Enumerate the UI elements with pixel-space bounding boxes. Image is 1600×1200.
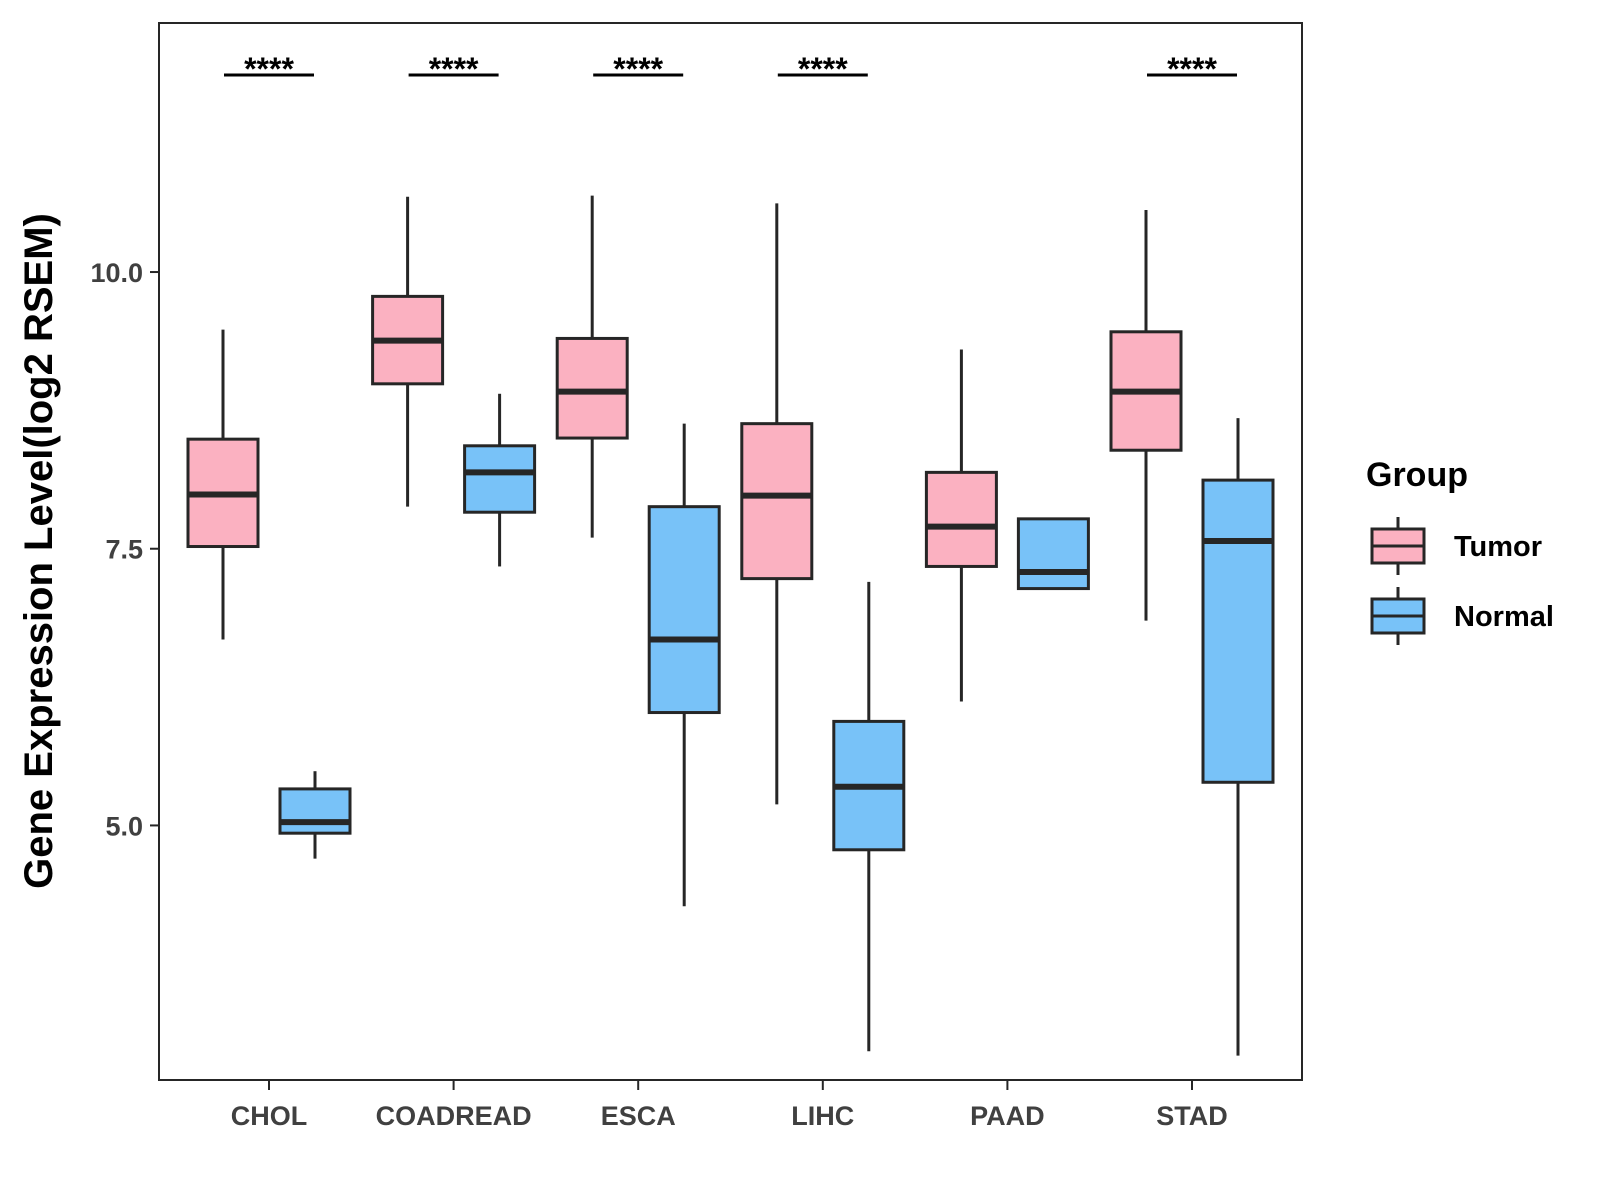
y-tick-label: 7.5 (105, 535, 143, 565)
significance-label: **** (1167, 51, 1217, 87)
normal-box-lihc (832, 581, 906, 1052)
x-tick-label: CHOL (231, 1101, 308, 1131)
legend-title: Group (1366, 456, 1468, 494)
box-iqr (1201, 478, 1275, 784)
significance-coadread: **** (408, 51, 499, 87)
significance-lihc: **** (777, 51, 868, 87)
box-iqr (924, 470, 998, 568)
box-iqr (740, 422, 814, 581)
significance-layer: **** **** **** **** **** (224, 51, 1237, 87)
tumor-box-paad (924, 349, 998, 702)
y-tick-label: 10.0 (90, 258, 143, 288)
normal-box-coadread (463, 393, 537, 567)
x-tick-label: LIHC (791, 1101, 854, 1131)
box-iqr (1016, 517, 1090, 591)
y-tick-label: 5.0 (105, 811, 143, 841)
significance-chol: **** (224, 51, 314, 87)
x-tick-label: COADREAD (376, 1101, 532, 1131)
box-iqr (647, 505, 721, 715)
x-tick-label: PAAD (970, 1101, 1045, 1131)
legend: Group Tumor Normal (1366, 456, 1554, 645)
normal-box-stad (1201, 418, 1275, 1056)
significance-label: **** (244, 51, 294, 87)
legend-label-tumor: Tumor (1454, 531, 1542, 563)
tumor-box-lihc (740, 203, 814, 805)
legend-label-normal: Normal (1454, 601, 1554, 633)
x-tick-label: ESCA (601, 1101, 676, 1131)
box-iqr (463, 444, 537, 514)
box-iqr (278, 787, 352, 835)
normal-box-chol (278, 771, 352, 859)
x-tick-label: STAD (1156, 1101, 1228, 1131)
legend-key-normal (1370, 587, 1426, 645)
tumor-box-stad (1109, 210, 1183, 621)
significance-label: **** (613, 51, 663, 87)
box-iqr (555, 336, 629, 440)
legend-key-tumor (1370, 517, 1426, 575)
y-axis-title: Gene Expression Level(log2 RSEM) (17, 213, 61, 889)
y-axis: 5.0 7.5 10.0 (90, 258, 159, 841)
significance-label: **** (798, 51, 848, 87)
x-axis: CHOL COADREAD ESCA LIHC PAAD STAD (231, 1080, 1228, 1131)
tumor-box-chol (186, 329, 260, 640)
tumor-box-esca (555, 195, 629, 538)
box-layer (186, 195, 1275, 1056)
normal-box-paad (1016, 517, 1090, 591)
significance-stad: **** (1147, 51, 1237, 87)
significance-esca: **** (593, 51, 684, 87)
tumor-box-coadread (371, 196, 445, 507)
plot-panel-border (158, 22, 1303, 1081)
significance-label: **** (429, 51, 479, 87)
normal-box-esca (647, 423, 721, 907)
